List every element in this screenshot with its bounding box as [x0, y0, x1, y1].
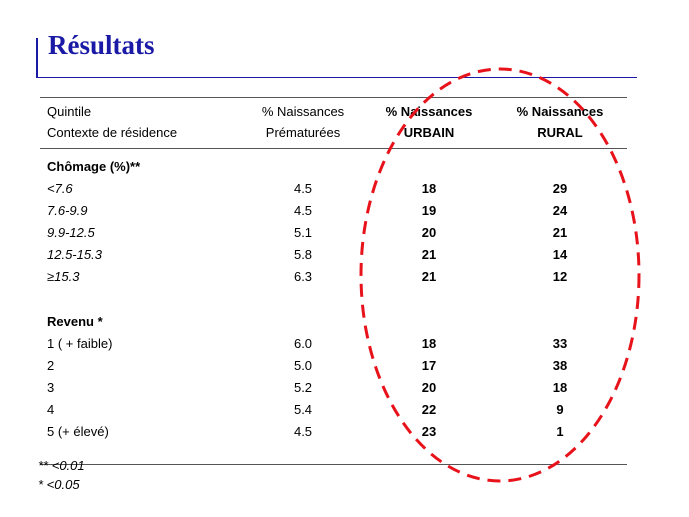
row-premature: 4.5	[293, 424, 313, 439]
row-urbain: 17	[421, 358, 437, 373]
page-title: Résultats	[48, 30, 155, 60]
row-urbain: 22	[421, 402, 437, 417]
row-urbain: 18	[421, 181, 437, 196]
row-premature: 6.0	[293, 336, 313, 351]
row-label: 7.6-9.9	[47, 203, 88, 218]
row-urbain: 20	[421, 380, 437, 395]
row-rural: 9	[556, 402, 564, 417]
title-accent-line	[36, 38, 38, 78]
header-rural-line2: RURAL	[537, 125, 583, 140]
row-label: <7.6	[47, 181, 73, 196]
row-rural: 29	[552, 181, 568, 196]
row-urbain: 20	[421, 225, 437, 240]
row-label: 3	[47, 380, 55, 395]
row-urbain: 23	[421, 424, 437, 439]
header-premature-line1: % Naissances	[261, 104, 345, 119]
row-rural: 1	[556, 424, 564, 439]
row-label: 1 ( + faible)	[47, 336, 113, 351]
header-bottom-rule	[40, 148, 627, 149]
table-top-rule	[40, 97, 627, 98]
header-urbain-line2: URBAIN	[403, 125, 455, 140]
header-urbain-line1: % Naissances	[385, 104, 473, 119]
row-rural: 21	[552, 225, 568, 240]
row-premature: 5.8	[293, 247, 313, 262]
title-underline	[36, 77, 637, 78]
header-quintile: Quintile	[47, 104, 92, 119]
footnote-double-star: ** <0.01	[38, 458, 85, 473]
row-label: 2	[47, 358, 55, 373]
row-premature: 5.2	[293, 380, 313, 395]
row-rural: 18	[552, 380, 568, 395]
row-rural: 33	[552, 336, 568, 351]
row-urbain: 21	[421, 269, 437, 284]
row-premature: 4.5	[293, 181, 313, 196]
row-label: 12.5-15.3	[47, 247, 102, 262]
row-urbain: 18	[421, 336, 437, 351]
row-premature: 4.5	[293, 203, 313, 218]
header-premature-line2: Prématurées	[265, 125, 341, 140]
row-label: 4	[47, 402, 55, 417]
row-label: 5 (+ élevé)	[47, 424, 109, 439]
section-heading-chomage: Chômage (%)**	[47, 159, 141, 174]
section-heading-revenu: Revenu *	[47, 314, 103, 329]
footnote-single-star: * <0.05	[38, 477, 80, 492]
row-urbain: 19	[421, 203, 437, 218]
row-premature: 5.0	[293, 358, 313, 373]
row-premature: 5.1	[293, 225, 313, 240]
row-premature: 5.4	[293, 402, 313, 417]
row-premature: 6.3	[293, 269, 313, 284]
row-urbain: 21	[421, 247, 437, 262]
row-rural: 24	[552, 203, 568, 218]
row-label: ≥15.3	[47, 269, 80, 284]
row-rural: 38	[552, 358, 568, 373]
row-label: 9.9-12.5	[47, 225, 95, 240]
table-bottom-rule	[40, 464, 627, 465]
row-rural: 12	[552, 269, 568, 284]
row-rural: 14	[552, 247, 568, 262]
header-context: Contexte de résidence	[47, 125, 178, 140]
